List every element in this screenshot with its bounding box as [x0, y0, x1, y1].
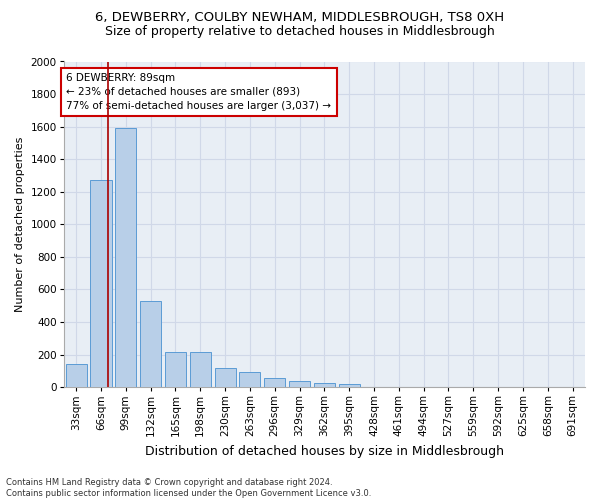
Bar — [190, 352, 211, 387]
Bar — [165, 352, 186, 387]
Text: 6, DEWBERRY, COULBY NEWHAM, MIDDLESBROUGH, TS8 0XH: 6, DEWBERRY, COULBY NEWHAM, MIDDLESBROUG… — [95, 11, 505, 24]
Text: Size of property relative to detached houses in Middlesbrough: Size of property relative to detached ho… — [105, 25, 495, 38]
Bar — [115, 128, 136, 387]
Bar — [289, 382, 310, 387]
Y-axis label: Number of detached properties: Number of detached properties — [15, 136, 25, 312]
Bar — [314, 383, 335, 387]
Bar — [91, 180, 112, 387]
Bar — [215, 368, 236, 387]
Text: 6 DEWBERRY: 89sqm
← 23% of detached houses are smaller (893)
77% of semi-detache: 6 DEWBERRY: 89sqm ← 23% of detached hous… — [67, 73, 331, 111]
Bar — [65, 364, 87, 387]
Bar — [140, 301, 161, 387]
Bar — [338, 384, 360, 387]
X-axis label: Distribution of detached houses by size in Middlesbrough: Distribution of detached houses by size … — [145, 444, 504, 458]
Bar — [239, 372, 260, 387]
Bar — [264, 378, 285, 387]
Text: Contains HM Land Registry data © Crown copyright and database right 2024.
Contai: Contains HM Land Registry data © Crown c… — [6, 478, 371, 498]
